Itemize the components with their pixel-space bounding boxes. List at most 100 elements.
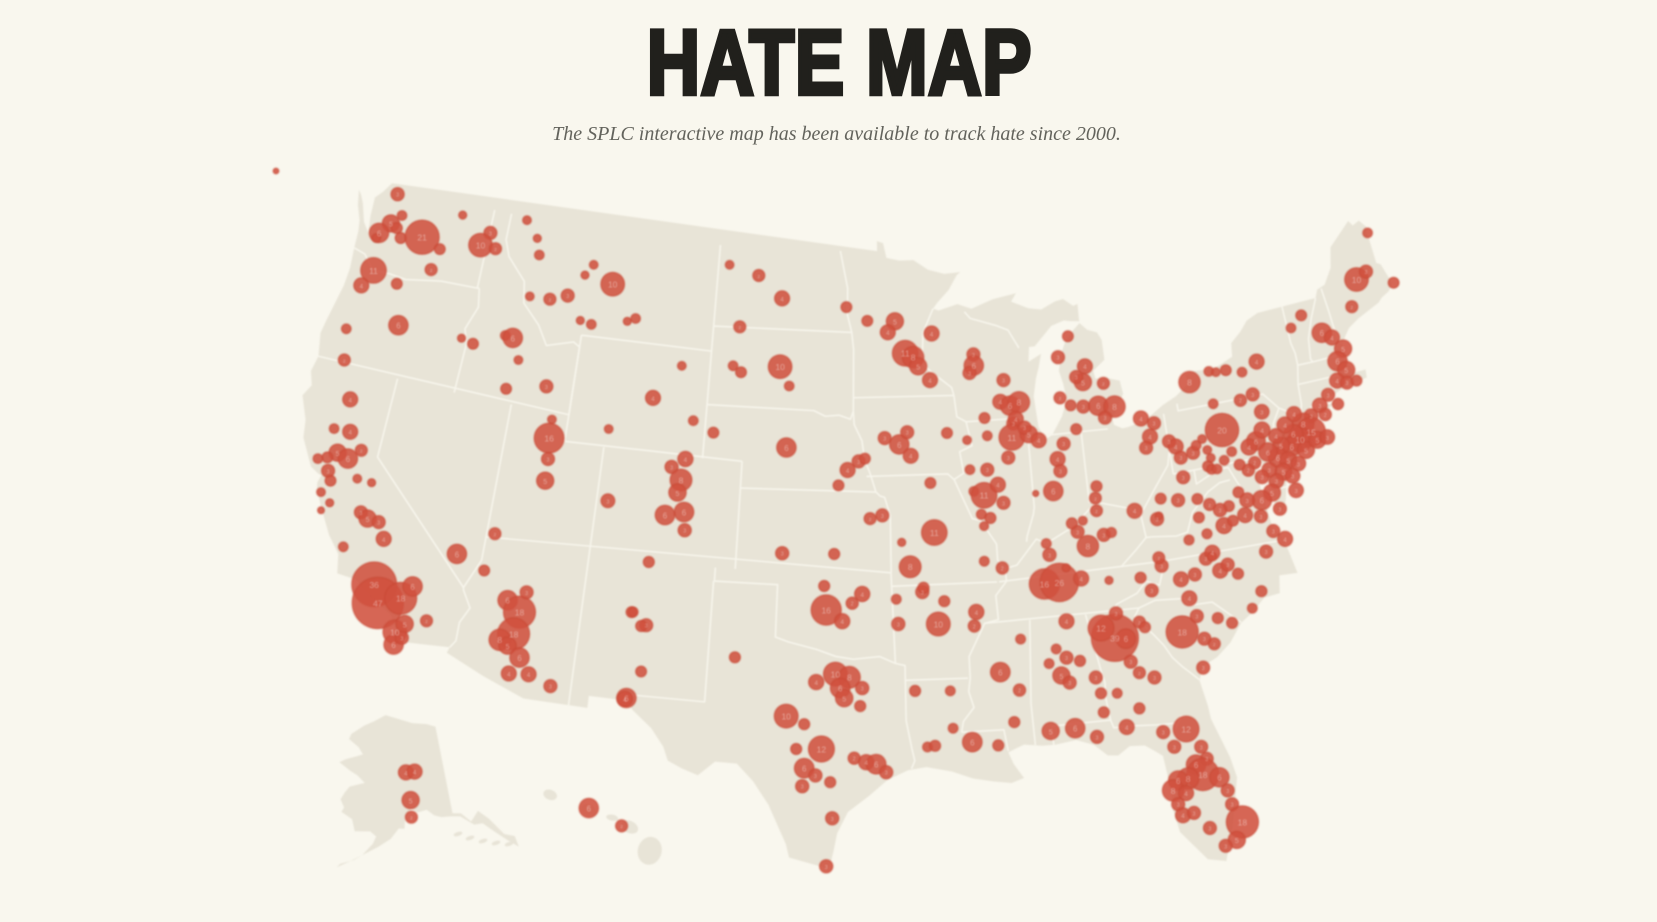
svg-text:3: 3	[1193, 573, 1196, 579]
svg-text:3: 3	[400, 636, 403, 642]
svg-text:3: 3	[1260, 411, 1264, 417]
svg-text:3: 3	[906, 431, 909, 437]
svg-text:6: 6	[1096, 402, 1100, 411]
svg-text:5: 5	[1282, 470, 1286, 477]
svg-text:4: 4	[1335, 379, 1339, 386]
svg-text:4: 4	[349, 430, 353, 437]
svg-text:4: 4	[1274, 435, 1278, 441]
svg-text:8: 8	[1086, 541, 1091, 551]
svg-text:3: 3	[1224, 844, 1227, 850]
svg-text:4: 4	[1184, 791, 1188, 798]
svg-text:3: 3	[1310, 414, 1313, 420]
svg-text:3: 3	[1104, 416, 1107, 422]
svg-text:5: 5	[1235, 838, 1239, 845]
svg-text:4: 4	[886, 330, 890, 337]
svg-text:2: 2	[1001, 566, 1004, 572]
svg-text:3: 3	[1208, 827, 1211, 833]
svg-text:8: 8	[911, 353, 916, 363]
svg-text:3: 3	[1204, 557, 1207, 563]
svg-text:3: 3	[1275, 480, 1279, 486]
svg-text:2: 2	[738, 325, 741, 331]
svg-text:11: 11	[369, 266, 378, 276]
svg-text:6: 6	[410, 583, 414, 592]
svg-text:4: 4	[840, 619, 844, 626]
svg-text:4: 4	[1065, 619, 1069, 626]
svg-text:4: 4	[1179, 577, 1183, 584]
svg-text:4: 4	[1243, 513, 1247, 520]
svg-text:4: 4	[1174, 444, 1178, 451]
svg-text:3: 3	[1278, 507, 1281, 513]
svg-text:5: 5	[1270, 491, 1274, 498]
svg-text:6: 6	[1217, 774, 1221, 783]
svg-text:6: 6	[1335, 358, 1339, 367]
svg-text:2: 2	[869, 517, 872, 523]
svg-text:6: 6	[391, 641, 395, 650]
svg-text:6: 6	[1073, 725, 1077, 734]
svg-text:2: 2	[494, 247, 497, 253]
svg-text:6: 6	[970, 739, 975, 748]
svg-text:6: 6	[1124, 635, 1128, 644]
svg-text:3: 3	[1365, 270, 1368, 276]
svg-text:5: 5	[389, 222, 393, 229]
svg-text:18: 18	[396, 594, 406, 604]
svg-text:11: 11	[901, 349, 910, 359]
svg-text:20: 20	[1217, 425, 1227, 435]
svg-text:2: 2	[1095, 509, 1098, 515]
svg-text:3: 3	[883, 437, 886, 443]
svg-text:4: 4	[1056, 457, 1060, 464]
svg-text:3: 3	[1068, 681, 1071, 687]
svg-text:4: 4	[1330, 335, 1334, 342]
svg-text:39: 39	[1110, 633, 1120, 643]
svg-text:3: 3	[1048, 553, 1051, 559]
svg-text:6: 6	[1260, 497, 1265, 506]
svg-text:2: 2	[757, 274, 760, 280]
svg-text:12: 12	[1181, 724, 1191, 734]
svg-text:3: 3	[1219, 509, 1222, 515]
svg-text:6: 6	[784, 444, 788, 453]
svg-text:3: 3	[801, 785, 804, 791]
svg-text:6: 6	[1051, 488, 1055, 497]
svg-text:2: 2	[1247, 469, 1250, 475]
svg-text:2: 2	[1157, 556, 1160, 562]
svg-text:3: 3	[1059, 470, 1062, 476]
svg-text:5: 5	[842, 696, 846, 703]
svg-text:2: 2	[1253, 461, 1256, 467]
svg-text:3: 3	[1200, 745, 1203, 751]
svg-text:3: 3	[359, 511, 362, 517]
svg-text:3: 3	[968, 372, 971, 378]
svg-text:11: 11	[930, 528, 939, 538]
svg-text:3: 3	[1007, 456, 1010, 462]
svg-text:4: 4	[860, 592, 864, 599]
svg-text:2: 2	[549, 298, 552, 304]
svg-text:6: 6	[455, 550, 459, 559]
svg-text:18: 18	[1177, 627, 1187, 637]
svg-text:3: 3	[606, 500, 609, 506]
svg-text:3: 3	[1205, 757, 1208, 763]
svg-text:3: 3	[327, 469, 330, 475]
svg-text:3: 3	[831, 817, 834, 823]
svg-text:3: 3	[645, 624, 648, 630]
svg-text:3: 3	[1297, 462, 1301, 468]
svg-text:4: 4	[780, 296, 784, 303]
svg-text:3: 3	[1057, 356, 1060, 362]
svg-text:10: 10	[781, 712, 791, 722]
svg-text:4: 4	[930, 331, 934, 338]
svg-text:4: 4	[413, 770, 417, 777]
svg-text:4: 4	[507, 671, 511, 678]
svg-text:4: 4	[928, 378, 932, 385]
svg-text:8: 8	[1112, 402, 1117, 412]
svg-text:3: 3	[1156, 518, 1159, 524]
svg-text:10: 10	[934, 619, 944, 629]
svg-text:4: 4	[1133, 509, 1137, 516]
svg-text:3: 3	[1291, 475, 1295, 481]
svg-text:5: 5	[893, 320, 897, 327]
svg-text:5: 5	[409, 798, 413, 805]
svg-text:6: 6	[802, 765, 807, 774]
svg-text:5: 5	[543, 479, 547, 486]
svg-text:6: 6	[1194, 761, 1198, 770]
svg-text:3: 3	[1065, 656, 1068, 662]
svg-text:3: 3	[814, 774, 817, 780]
svg-text:3: 3	[1193, 811, 1196, 817]
svg-text:2: 2	[620, 824, 623, 830]
svg-text:3: 3	[1231, 803, 1234, 809]
